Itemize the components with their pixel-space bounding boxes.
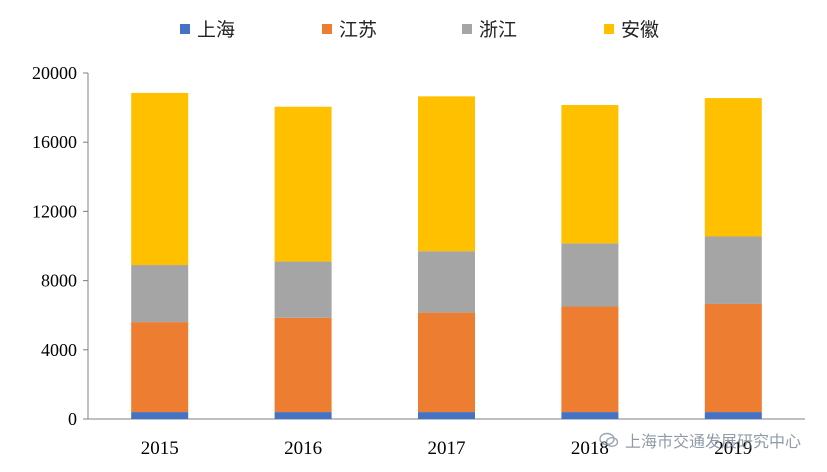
- legend-swatch: [322, 24, 332, 34]
- bar-segment-2018-0: [561, 412, 619, 419]
- y-tick-label: 4000: [41, 340, 77, 360]
- bar-stacks: [131, 92, 762, 419]
- bar-stack-2016: [274, 106, 332, 419]
- legend-item-1: 江苏: [322, 19, 377, 41]
- watermark-text: 上海市交通发展研究中心: [624, 432, 801, 451]
- y-tick-label: 12000: [32, 201, 77, 221]
- bar-segment-2017-2: [418, 251, 475, 313]
- bar-stack-2017: [418, 96, 475, 419]
- x-tick-label: 2016: [284, 438, 322, 459]
- legend-item-0: 上海: [180, 19, 235, 41]
- bar-segment-2017-0: [418, 412, 475, 419]
- legend: 上海 江苏 浙江 安徽: [180, 19, 659, 41]
- bar-segment-2016-3: [274, 106, 332, 262]
- bar-segment-2018-3: [561, 105, 619, 244]
- bar-segment-2018-1: [561, 306, 619, 413]
- bar-segment-2016-0: [274, 412, 332, 419]
- x-tick-label: 2018: [571, 438, 609, 459]
- bar-segment-2015-2: [131, 265, 189, 323]
- bar-segment-2016-2: [274, 261, 332, 318]
- wechat-icon: [599, 432, 619, 448]
- x-tick-label: 2019: [714, 438, 752, 459]
- legend-item-3: 安徽: [604, 19, 659, 41]
- bar-stack-2018: [561, 105, 619, 419]
- legend-item-2: 浙江: [462, 19, 517, 41]
- x-tick-label: 2015: [141, 438, 179, 459]
- y-axis: 0 4000 8000 12000 16000 20000: [32, 63, 89, 429]
- bar-segment-2015-0: [131, 412, 189, 419]
- x-axis: 2015 2016 2017 2018 2019: [88, 418, 805, 459]
- bar-segment-2019-0: [704, 412, 762, 419]
- bar-segment-2017-3: [418, 96, 475, 252]
- legend-swatch: [462, 24, 472, 34]
- y-tick-label: 0: [68, 409, 77, 429]
- y-tick-label: 8000: [41, 271, 77, 291]
- bar-segment-2019-3: [704, 98, 762, 237]
- y-tick-label: 20000: [32, 63, 77, 83]
- bar-segment-2018-2: [561, 243, 619, 307]
- y-tick-label: 16000: [32, 132, 77, 152]
- bar-segment-2019-1: [704, 303, 762, 413]
- x-tick-label: 2017: [428, 438, 466, 459]
- bar-segment-2015-1: [131, 322, 189, 413]
- bar-segment-2015-3: [131, 92, 189, 266]
- legend-label: 安徽: [621, 19, 659, 41]
- watermark: 上海市交通发展研究中心: [599, 428, 801, 452]
- bar-segment-2016-1: [274, 317, 332, 413]
- bar-stack-2015: [131, 92, 189, 419]
- legend-label: 江苏: [339, 19, 377, 41]
- legend-label: 浙江: [479, 19, 517, 41]
- bar-segment-2017-1: [418, 312, 475, 413]
- bar-segment-2019-2: [704, 236, 762, 304]
- legend-swatch: [604, 24, 614, 34]
- legend-label: 上海: [197, 19, 235, 41]
- bar-stack-2019: [704, 98, 762, 419]
- legend-swatch: [180, 24, 190, 34]
